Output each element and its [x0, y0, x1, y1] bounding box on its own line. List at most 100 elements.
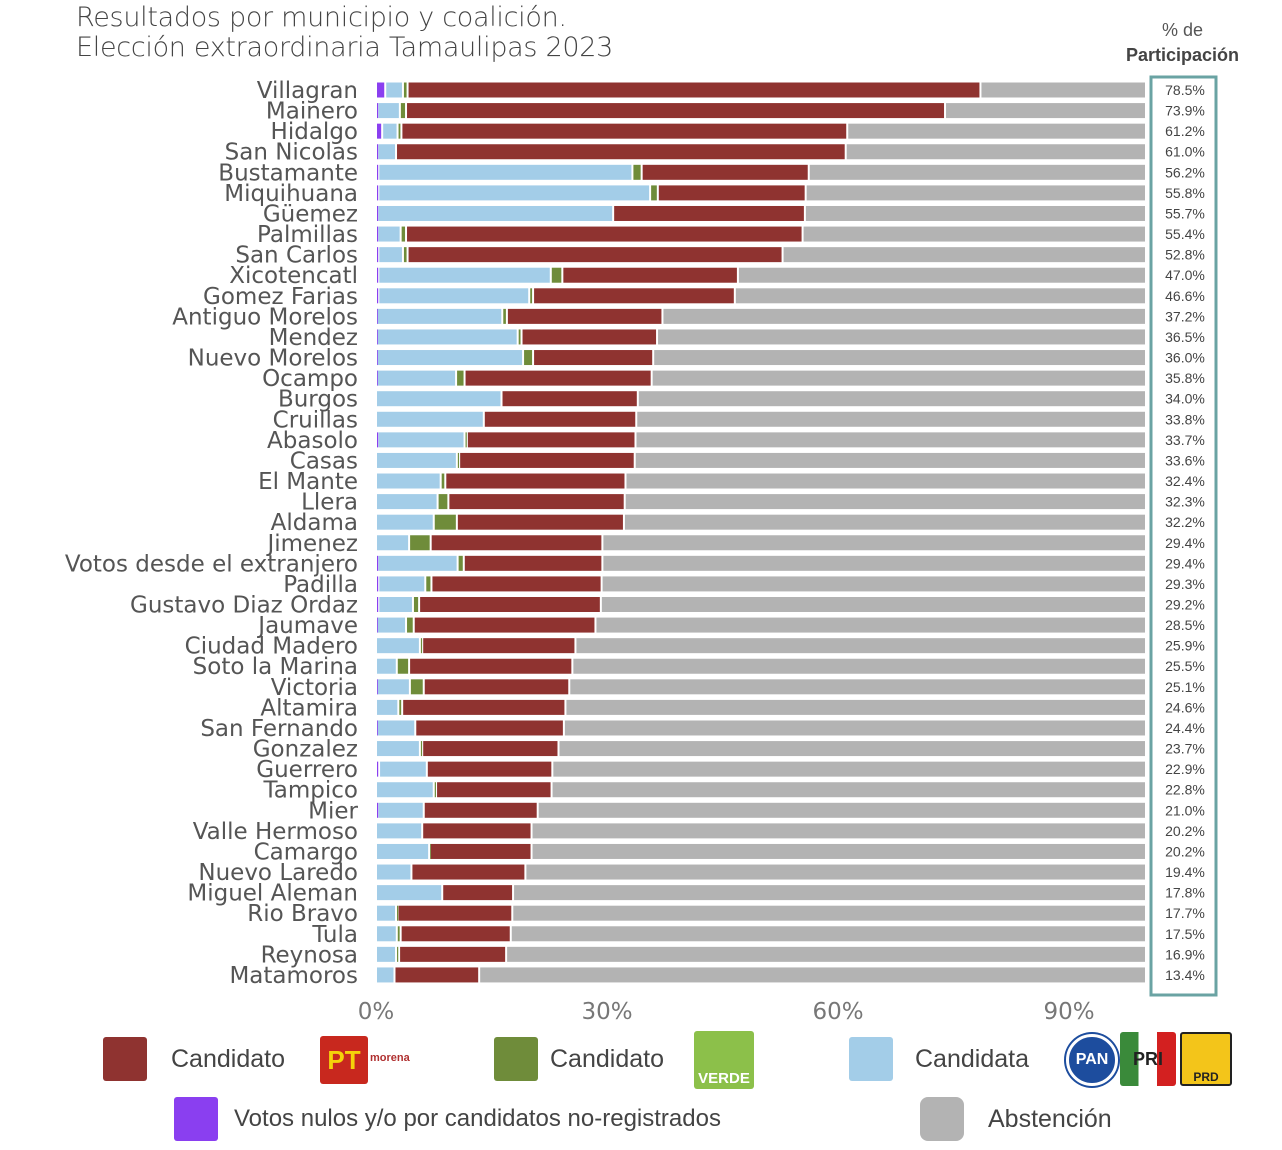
bar-segment-pan_pri_prd [378, 802, 423, 818]
category-label: Güemez [263, 201, 358, 227]
bar-segment-pan_pri_prd [377, 308, 502, 324]
bar-segment-pan_pri_prd [379, 185, 650, 201]
bar-segment-abstencion [526, 864, 1145, 880]
bar-segment-pan_pri_prd [377, 617, 406, 633]
x-tick-label: 90% [1043, 999, 1094, 1025]
bar-segment-nulos [377, 82, 385, 98]
participation-value: 33.6% [1165, 452, 1205, 468]
bar-segment-pt_morena [502, 391, 637, 407]
bar-segment-abstencion [805, 205, 1145, 221]
legend-label: Candidata [915, 1044, 1029, 1073]
bar-segment-pt_morena [423, 823, 531, 839]
bar-segment-pan_pri_prd [378, 226, 400, 242]
bar-segment-verde [397, 905, 399, 921]
legend-item-pan-pri-prd: Candidata [849, 1037, 1029, 1081]
participation-value: 52.8% [1165, 247, 1205, 263]
participation-value: 29.4% [1165, 555, 1205, 571]
bar-segment-pan_pri_prd [377, 391, 501, 407]
bar-segment-pt_morena [449, 494, 624, 510]
bar-segment-pt_morena [507, 308, 662, 324]
participation-value: 29.2% [1165, 597, 1205, 613]
bar-segment-nulos [377, 432, 379, 448]
bar-segment-pan_pri_prd [378, 555, 457, 571]
bar-segment-abstencion [603, 555, 1145, 571]
bar-segment-nulos [377, 226, 379, 242]
bar-segment-abstencion [553, 761, 1145, 777]
x-tick-label: 60% [812, 999, 863, 1025]
bar-segment-abstencion [532, 843, 1145, 859]
bar-segment-nulos [377, 144, 379, 160]
bar-segment-verde [434, 782, 436, 798]
bar-segment-pt_morena [412, 864, 525, 880]
bar-segment-verde [407, 617, 413, 633]
participation-value: 17.5% [1165, 926, 1205, 942]
bar-segment-pan_pri_prd [379, 247, 402, 263]
category-label: San Nicolas [225, 140, 358, 166]
bar-segment-abstencion [559, 741, 1145, 757]
legend-label: Votos nulos y/o por candidatos no-regist… [234, 1105, 721, 1132]
participation-value: 22.9% [1165, 761, 1205, 777]
chart-subtitle: Elección extraordinaria Tamaulipas 2023 [76, 32, 613, 63]
bar-segment-abstencion [532, 823, 1145, 839]
category-label: Gustavo Diaz Ordaz [130, 593, 358, 619]
participation-value: 55.7% [1165, 205, 1205, 221]
category-label: Burgos [278, 387, 358, 413]
bar-segment-verde [503, 308, 506, 324]
bar-segment-pt_morena [642, 164, 808, 180]
participation-value: 61.2% [1165, 123, 1205, 139]
participation-value: 34.0% [1165, 391, 1205, 407]
bar-segment-verde [438, 494, 448, 510]
bar-segment-pan_pri_prd [377, 843, 429, 859]
bar-segment-pt_morena [460, 452, 634, 468]
bar-segment-verde [397, 926, 400, 942]
legend-item-abstencion: Abstención [920, 1097, 1112, 1141]
verde-logo: VERDE [694, 1031, 754, 1089]
participation-value: 36.5% [1165, 329, 1205, 345]
category-label: Villagran [257, 78, 358, 104]
category-label: Padilla [283, 572, 358, 598]
bar-segment-pan_pri_prd [377, 370, 456, 386]
bar-segment-pt_morena [408, 247, 782, 263]
morena-logo: morena [370, 1052, 410, 1064]
bar-segment-pt_morena [395, 967, 479, 983]
bar-segment-pt_morena [423, 741, 558, 757]
participation-value: 33.8% [1165, 411, 1205, 427]
participation-header-line1: % de [1161, 20, 1204, 40]
bar-segment-pt_morena [430, 843, 531, 859]
participation-value: 35.8% [1165, 370, 1205, 386]
category-label: Camargo [254, 839, 358, 865]
bar-segment-abstencion [552, 782, 1145, 798]
bar-segment-nulos [377, 802, 379, 818]
bar-segment-abstencion [507, 946, 1145, 962]
bar-segment-verde [410, 679, 423, 695]
bar-segment-pan_pri_prd [377, 720, 415, 736]
participation-value: 55.4% [1165, 226, 1205, 242]
category-label: Ocampo [262, 366, 358, 392]
bar-segment-abstencion [654, 350, 1145, 366]
bar-segment-verde [398, 123, 401, 139]
participation-value: 25.9% [1165, 638, 1205, 654]
bar-segment-nulos [377, 185, 379, 201]
bar-segment-verde [524, 350, 533, 366]
participation-header-line2: Participación [1125, 45, 1240, 65]
bar-segment-nulos [377, 597, 379, 612]
legend-swatch [103, 1037, 147, 1081]
bar-segment-pan_pri_prd [379, 288, 529, 304]
bar-segment-pan_pri_prd [378, 205, 613, 221]
category-label: Valle Hermoso [193, 819, 358, 845]
bar-segment-abstencion [564, 720, 1145, 736]
bar-segment-verde [530, 288, 533, 304]
bar-segment-nulos [377, 679, 379, 695]
bar-segment-abstencion [946, 103, 1145, 119]
participation-box [1149, 75, 1218, 997]
bar-segment-pt_morena [424, 802, 537, 818]
participation-value: 13.4% [1165, 967, 1205, 983]
bar-segment-abstencion [658, 329, 1145, 345]
bar-segment-nulos [377, 370, 379, 386]
legend-item-pt-morena: Candidato [103, 1037, 285, 1081]
bar-segment-pt_morena [420, 597, 600, 612]
participation-value: 16.9% [1165, 946, 1205, 962]
bar-segment-pan_pri_prd [377, 741, 419, 757]
bar-segment-pt_morena [407, 226, 802, 242]
bar-segment-pan_pri_prd [377, 658, 396, 674]
